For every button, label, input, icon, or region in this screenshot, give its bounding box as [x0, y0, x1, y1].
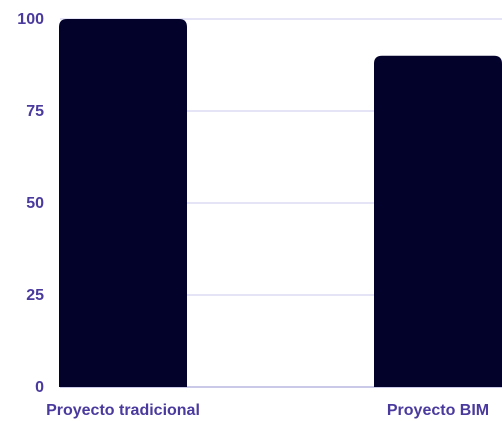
y-tick-label: 25 — [26, 287, 44, 304]
x-category-label: Proyecto tradicional — [46, 402, 200, 419]
y-tick-label: 100 — [17, 11, 44, 28]
y-tick-label: 50 — [26, 195, 44, 212]
x-axis-labels: Proyecto tradicional Proyecto BIM — [46, 402, 489, 419]
x-category-label: Proyecto BIM — [387, 402, 489, 419]
bar-proyecto-tradicional — [59, 19, 187, 387]
y-axis-ticks: 0 25 50 75 100 — [17, 11, 44, 396]
y-tick-label: 0 — [35, 379, 44, 396]
bar-proyecto-bim — [374, 55, 502, 388]
bars — [59, 19, 502, 388]
y-tick-label: 75 — [26, 103, 44, 120]
